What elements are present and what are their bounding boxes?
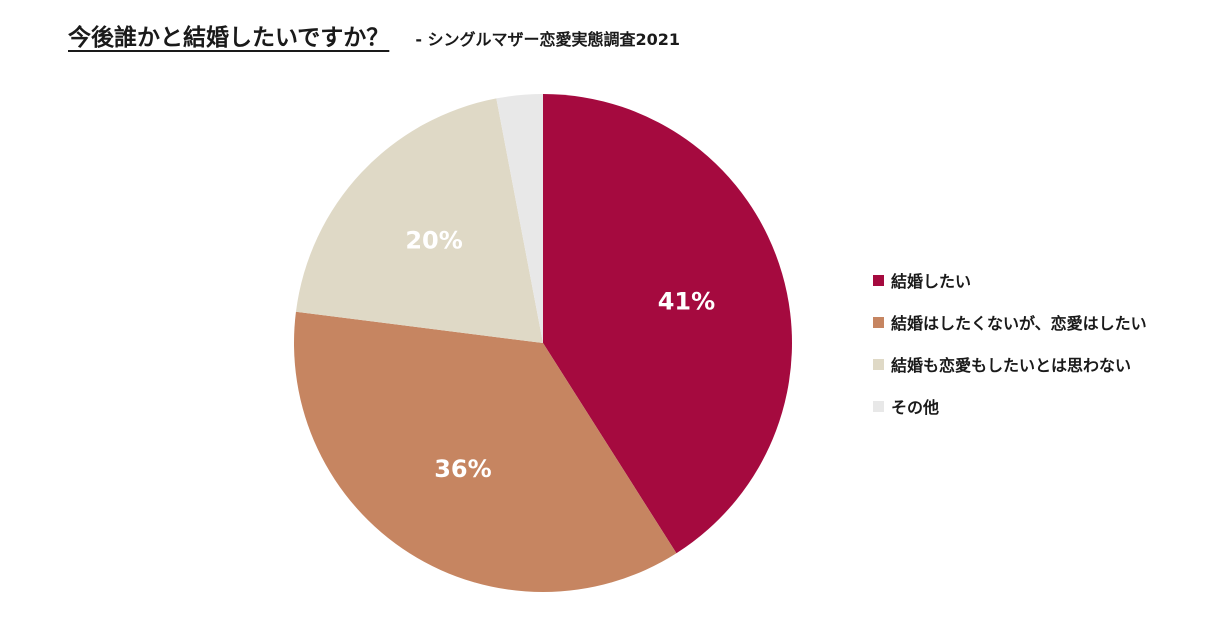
legend-label: 結婚したい — [891, 272, 972, 291]
legend-item: その他 — [873, 396, 1147, 417]
legend-swatch — [873, 400, 884, 412]
legend-label: その他 — [891, 398, 940, 417]
pie-slice — [295, 98, 543, 343]
legend-item: 結婚はしたくないが、恋愛はしたい — [873, 312, 1147, 333]
pie-slice — [496, 94, 543, 343]
legend-label: 結婚はしたくないが、恋愛はしたい — [891, 314, 1147, 333]
legend-label: 結婚も恋愛もしたいとは思わない — [891, 356, 1132, 375]
pie-slice — [294, 311, 677, 592]
slice-data-label: 36% — [434, 455, 491, 483]
pie-slice — [543, 94, 792, 554]
slice-data-label: 20% — [405, 227, 462, 255]
chart-title: 今後誰かと結婚したいですか？ — [68, 25, 390, 51]
legend-swatch — [873, 274, 884, 286]
legend-item: 結婚も恋愛もしたいとは思わない — [873, 354, 1147, 375]
legend-swatch — [873, 316, 884, 328]
legend: 結婚したい 結婚はしたくないが、恋愛はしたい 結婚も恋愛もしたいとは思わない そ… — [873, 270, 1147, 438]
chart-header: 今後誰かと結婚したいですか？ - シングルマザー恋愛実態調査2021 — [68, 18, 680, 52]
legend-item: 結婚したい — [873, 270, 1147, 291]
legend-swatch — [873, 358, 884, 370]
chart-subtitle: - シングルマザー恋愛実態調査2021 — [415, 30, 681, 49]
slice-data-label: 41% — [658, 287, 715, 315]
